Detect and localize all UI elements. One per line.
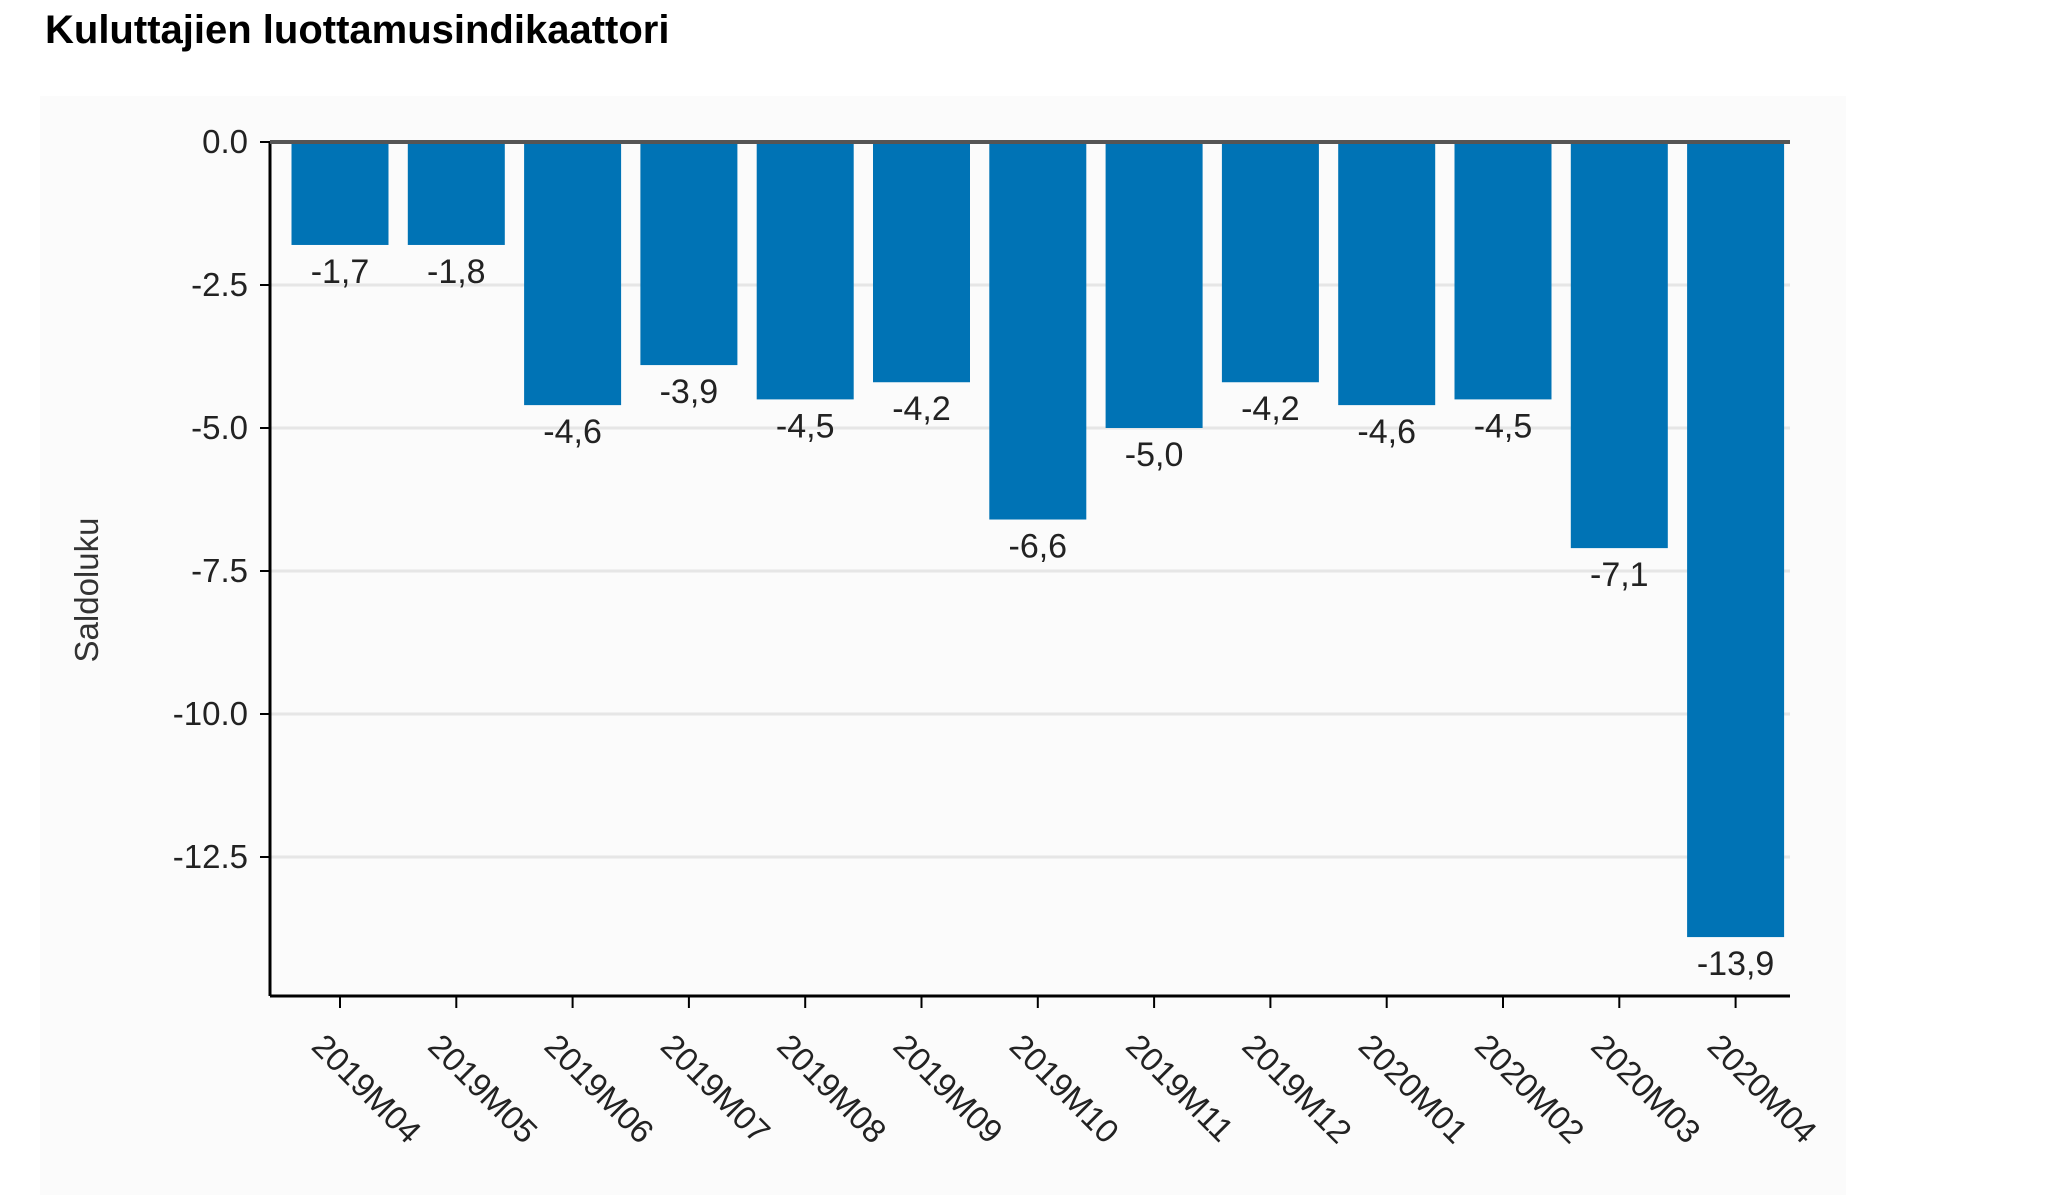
x-tick-label: 2019M12 <box>1235 1027 1358 1150</box>
bar <box>1105 142 1203 428</box>
bar <box>1338 142 1436 406</box>
x-tick-label: 2019M06 <box>538 1027 661 1150</box>
bar <box>640 142 738 366</box>
bar-value-label: -6,6 <box>1009 528 1068 566</box>
x-tick-label: 2019M11 <box>1119 1027 1241 1149</box>
bar-value-label: -4,5 <box>1474 407 1533 445</box>
bar <box>989 142 1087 520</box>
y-tick-label: -10.0 <box>173 695 248 732</box>
bar <box>524 142 622 406</box>
bar-value-label: -4,2 <box>892 390 951 428</box>
x-tick-label: 2019M09 <box>887 1027 1010 1150</box>
bar <box>756 142 854 400</box>
x-tick-label: 2020M01 <box>1352 1027 1475 1150</box>
x-tick-label: 2020M04 <box>1701 1027 1824 1150</box>
y-tick-label: 0.0 <box>202 123 248 160</box>
bar-value-label: -4,5 <box>776 407 835 445</box>
y-tick-label: -5.0 <box>191 409 248 446</box>
bar-value-label: -7,1 <box>1590 556 1649 594</box>
data-labels: -1,7 -1,8 -4,6 -3,9 -4,5 -4,2 -6,6 -5,0 -4,2 -4,6… <box>311 253 1775 983</box>
x-tick-label: 2019M05 <box>421 1027 544 1150</box>
bar <box>1454 142 1552 400</box>
x-tick-label: 2020M02 <box>1468 1027 1591 1150</box>
bar-value-label: -4,6 <box>1357 413 1416 451</box>
y-axis-label: Saldoluku <box>68 518 105 663</box>
x-tick-label: 2019M07 <box>654 1027 777 1150</box>
x-tick-label: 2019M04 <box>305 1027 428 1150</box>
bar <box>1221 142 1319 383</box>
bar-value-label: -3,9 <box>660 373 719 411</box>
x-tick-label: 2019M10 <box>1003 1027 1126 1150</box>
chart-title: Kuluttajien luottamusindikaattori <box>45 8 670 52</box>
y-tick-label: -2.5 <box>191 266 248 303</box>
bar-value-label: -5,0 <box>1125 436 1184 474</box>
bar-value-label: -4,6 <box>543 413 602 451</box>
bar <box>291 142 389 245</box>
bar-value-label: -4,2 <box>1241 390 1300 428</box>
bar-value-label: -1,8 <box>427 253 486 291</box>
bar-value-label: -1,7 <box>311 253 370 291</box>
bar <box>407 142 505 245</box>
x-tick-label: 2019M08 <box>770 1027 893 1150</box>
bar <box>1687 142 1785 938</box>
bar <box>1570 142 1668 549</box>
bar <box>873 142 970 383</box>
x-tick-label: 2020M03 <box>1584 1027 1707 1150</box>
y-tick-label: -12.5 <box>173 838 248 875</box>
bars <box>291 142 1785 938</box>
bar-value-label: -13,9 <box>1697 945 1775 983</box>
y-tick-label: -7.5 <box>191 552 248 589</box>
